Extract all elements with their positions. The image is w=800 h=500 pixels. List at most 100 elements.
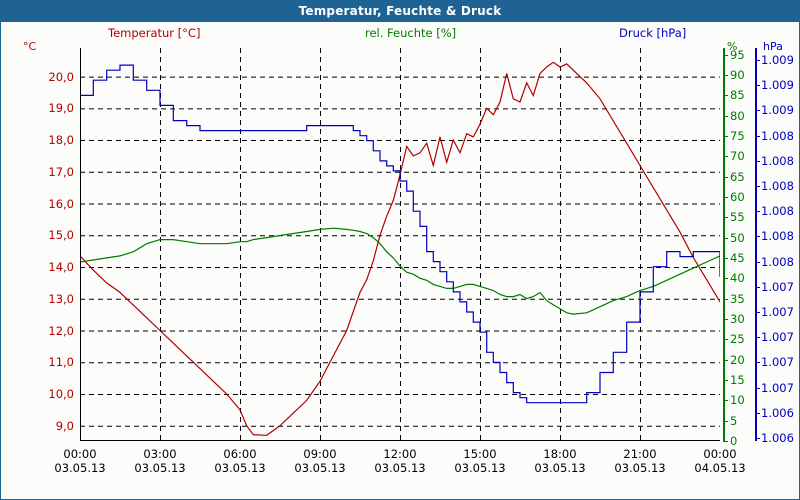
- y-tick-mark: [723, 95, 728, 97]
- y-tick-label: 35: [730, 291, 745, 306]
- y-tick-mark: [723, 237, 728, 239]
- y-tick-label: 20: [730, 352, 745, 367]
- y-tick-mark: [723, 217, 728, 219]
- legend-temperature: Temperatur [°C]: [108, 26, 201, 40]
- x-tick-date: 03.05.13: [534, 461, 586, 475]
- y-tick-mark: [755, 387, 760, 389]
- y-tick-label: 15,0: [48, 228, 74, 243]
- y-tick-mark: [755, 60, 760, 62]
- axis-unit-celsius: °C: [23, 40, 37, 53]
- y-tick-label: 1.009: [761, 103, 794, 118]
- x-tick-date: 03.05.13: [374, 461, 426, 475]
- y-tick-mark: [723, 156, 728, 158]
- y-tick-label: 1.006: [761, 405, 794, 420]
- y-tick-label: 11,0: [48, 355, 74, 370]
- y-tick-mark: [755, 312, 760, 313]
- y-tick-mark: [723, 196, 728, 198]
- y-tick-mark: [755, 337, 760, 339]
- y-tick-label: 80: [730, 108, 745, 123]
- x-tick-time: 03:00: [143, 447, 177, 461]
- axis-unit-hpa: hPa: [763, 40, 783, 53]
- x-tick-date: 03.05.13: [614, 461, 666, 475]
- series-line: [80, 227, 720, 315]
- y-tick-label: 30: [730, 311, 745, 326]
- x-tick-time: 21:00: [623, 447, 657, 461]
- y-tick-label: 1.007: [761, 380, 794, 395]
- y-tick-label: 18,0: [48, 133, 74, 148]
- y-tick-mark: [723, 318, 728, 320]
- y-tick-label: 50: [730, 230, 745, 245]
- humidity-axis-line: [723, 48, 725, 441]
- legend-pressure: Druck [hPa]: [619, 26, 687, 40]
- y-tick-mark: [755, 160, 760, 162]
- x-tick-time: 06:00: [223, 447, 257, 461]
- y-tick-mark: [723, 278, 728, 280]
- y-tick-label: 85: [730, 88, 745, 103]
- y-tick-mark: [723, 115, 728, 117]
- y-tick-mark: [723, 441, 728, 442]
- grid-lines: [80, 48, 720, 441]
- y-tick-mark: [755, 110, 760, 112]
- y-tick-label: 15: [730, 372, 745, 387]
- x-tick-label: 00:00 04.05.13: [680, 447, 760, 475]
- y-tick-label: 12,0: [48, 323, 74, 338]
- y-tick-label: 19,0: [48, 101, 74, 116]
- y-tick-label: 16,0: [48, 196, 74, 211]
- y-tick-label: 90: [730, 67, 745, 82]
- y-tick-mark: [755, 85, 760, 87]
- x-tick-date: 03.05.13: [454, 461, 506, 475]
- y-tick-label: 20,0: [48, 69, 74, 84]
- x-tick-date: 03.05.13: [214, 461, 266, 475]
- series-line: [80, 61, 720, 436]
- y-tick-mark: [723, 257, 728, 259]
- x-tick-date: 04.05.13: [694, 461, 746, 475]
- y-tick-label: 1.008: [761, 204, 794, 219]
- x-tick-label: 06:00 03.05.13: [200, 447, 280, 475]
- y-tick-label: 1.007: [761, 279, 794, 294]
- y-tick-label: 1.007: [761, 330, 794, 345]
- y-tick-label: 13,0: [48, 291, 74, 306]
- y-tick-label: 10,0: [48, 387, 74, 402]
- x-tick-label: 12:00 03.05.13: [360, 447, 440, 475]
- y-tick-mark: [723, 74, 728, 76]
- x-tick-label: 15:00 03.05.13: [440, 447, 520, 475]
- y-tick-label: 5: [730, 413, 738, 428]
- y-tick-mark: [723, 339, 728, 341]
- y-tick-mark: [723, 176, 728, 178]
- x-tick-time: 18:00: [543, 447, 577, 461]
- y-tick-mark: [755, 261, 760, 263]
- y-tick-mark: [755, 211, 760, 213]
- x-tick-date: 03.05.13: [134, 461, 186, 475]
- y-tick-label: 40: [730, 271, 745, 286]
- y-tick-label: 17,0: [48, 164, 74, 179]
- y-tick-label: 1.008: [761, 128, 794, 143]
- y-tick-label: 65: [730, 169, 745, 184]
- y-tick-label: 1.008: [761, 254, 794, 269]
- series-line: [80, 64, 720, 404]
- y-tick-label: 0: [730, 434, 738, 448]
- y-tick-label: 1.006: [761, 430, 794, 445]
- x-tick-date: 03.05.13: [54, 461, 106, 475]
- y-tick-label: 10: [730, 393, 745, 408]
- x-tick-label: 03:00 03.05.13: [120, 447, 200, 475]
- axis-unit-percent: %: [727, 40, 738, 53]
- y-tick-mark: [755, 286, 760, 288]
- y-tick-mark: [755, 186, 760, 188]
- y-tick-mark: [723, 420, 728, 422]
- y-tick-label: 1.009: [761, 78, 794, 93]
- y-tick-label: 60: [730, 189, 745, 204]
- y-tick-label: 1.008: [761, 153, 794, 168]
- y-tick-label: 1.007: [761, 355, 794, 370]
- pressure-axis-line: [755, 48, 757, 441]
- y-tick-mark: [723, 359, 728, 361]
- x-tick-label: 00:00 03.05.13: [40, 447, 120, 475]
- y-tick-label: 55: [730, 210, 745, 225]
- y-tick-label: 1.009: [761, 53, 794, 68]
- x-tick-time: 09:00: [303, 447, 337, 461]
- y-tick-label: 70: [730, 149, 745, 164]
- y-tick-mark: [755, 135, 760, 137]
- y-tick-label: 75: [730, 128, 745, 143]
- y-tick-mark: [755, 437, 760, 439]
- y-tick-label: 1.008: [761, 179, 794, 194]
